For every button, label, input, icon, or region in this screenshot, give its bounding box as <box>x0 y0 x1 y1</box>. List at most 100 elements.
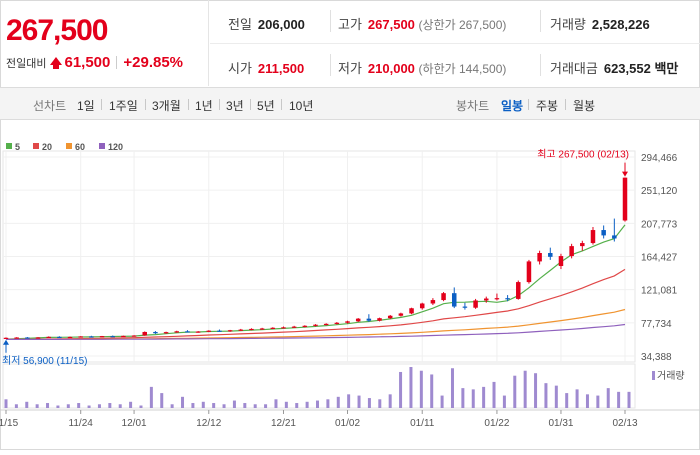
volume-bar <box>35 404 39 408</box>
volume-bar <box>554 385 558 408</box>
volume-bar <box>56 405 60 408</box>
x-tick-label: 01/02 <box>335 418 360 429</box>
x-tick-label: 11/24 <box>69 418 94 429</box>
candle-body <box>516 282 521 299</box>
current-price: 267,500 <box>6 14 108 47</box>
candle-body <box>35 337 41 339</box>
candle-body <box>590 230 596 244</box>
candle-body <box>78 336 83 338</box>
legend-swatch <box>66 143 72 149</box>
volume: 거래량 2,528,226 <box>550 17 650 32</box>
volume-bar <box>191 403 195 408</box>
divider <box>540 54 541 76</box>
candle-body <box>174 331 180 333</box>
candle-body <box>323 323 329 326</box>
volume-bar <box>367 398 371 408</box>
legend-label: 60 <box>75 142 85 152</box>
volume-bar <box>264 404 268 408</box>
candle-monthly[interactable]: 월봉 <box>573 99 596 113</box>
min-arrow-head <box>3 339 9 345</box>
x-tick-label: 01/31 <box>548 418 573 429</box>
period-3m[interactable]: 3개월 <box>152 99 181 113</box>
y-tick-label: 251,120 <box>641 186 678 197</box>
volume-bar <box>378 399 382 408</box>
x-tick-label: 11/15 <box>0 418 19 429</box>
period-1w[interactable]: 1주일 <box>109 99 138 113</box>
volume-bar <box>409 367 413 408</box>
max-price-label: 최고 267,500 (02/13) <box>537 149 629 161</box>
volume-bar <box>316 400 319 408</box>
volume-bar <box>471 389 475 408</box>
volume-bar <box>181 396 185 408</box>
volume-bar <box>575 389 579 408</box>
divider <box>281 99 282 110</box>
period-1y[interactable]: 1년 <box>195 99 213 113</box>
stats-row-2: 시가 211,500 저가 210,000 (하한가 144,500) 거래대금 62… <box>210 43 700 86</box>
candle-daily[interactable]: 일봉 <box>501 99 524 113</box>
candle-body <box>153 331 158 334</box>
volume-bar <box>357 395 361 408</box>
candle-body <box>185 331 190 333</box>
candle-body <box>334 322 340 324</box>
candle-body <box>99 336 105 338</box>
up-arrow-icon <box>50 56 63 69</box>
volume-bar <box>160 393 164 408</box>
candle-body <box>462 306 468 308</box>
volume-bar <box>149 386 153 408</box>
volume-legend-swatch <box>652 371 655 380</box>
volume-bar <box>129 401 133 408</box>
max-arrow-head <box>622 171 628 177</box>
open-price: 시가 211,500 <box>228 61 305 76</box>
candle-body <box>14 337 19 339</box>
volume-bar <box>388 394 392 408</box>
candle-body <box>89 336 94 338</box>
candle-weekly[interactable]: 주봉 <box>536 99 559 113</box>
volume-bar <box>4 399 8 408</box>
volume-bar <box>513 375 517 408</box>
price-summary: 267,500 전일대비 61,500 +29.85% <box>0 0 209 86</box>
volume-bar <box>170 404 174 408</box>
candle-body <box>281 327 286 329</box>
candle-body <box>430 300 436 304</box>
volume-bar <box>46 403 50 408</box>
divider <box>116 56 118 69</box>
candle-body <box>291 326 297 328</box>
x-tick-label: 12/12 <box>196 418 221 429</box>
change-row: 전일대비 61,500 +29.85% <box>6 54 183 71</box>
legend-label: 5 <box>15 142 20 152</box>
divider <box>101 99 102 110</box>
candle-body <box>355 318 361 322</box>
candle-body <box>419 303 425 309</box>
prev-close: 전일 206,000 <box>228 17 305 32</box>
volume-bar <box>419 370 423 408</box>
volume-bar <box>284 401 288 408</box>
volume-bar <box>77 403 81 408</box>
candle-body <box>441 293 446 301</box>
candle-body <box>387 315 393 319</box>
volume-bar <box>97 404 101 408</box>
trade-amount: 거래대금 623,552 백만 <box>550 61 679 76</box>
candle-body <box>110 336 115 338</box>
candle-body <box>601 230 606 236</box>
volume-bar <box>502 395 506 408</box>
divider <box>330 10 331 32</box>
divider <box>188 99 189 110</box>
period-10y[interactable]: 10년 <box>289 99 314 113</box>
candle-body <box>206 330 212 332</box>
volume-bar <box>232 400 236 408</box>
candle-body <box>142 331 147 336</box>
candle-body <box>366 318 372 321</box>
period-3y[interactable]: 3년 <box>226 99 244 113</box>
low-price: 저가 210,000 (하한가 144,500) <box>338 61 507 76</box>
volume-bar <box>139 405 143 408</box>
volume-bar <box>118 404 122 408</box>
high-price: 고가 267,500 (상한가 267,500) <box>338 17 507 32</box>
divider <box>250 99 251 110</box>
candle-body <box>302 325 308 327</box>
volume-bar <box>253 404 257 408</box>
ma120-line <box>6 323 626 340</box>
period-5y[interactable]: 5년 <box>257 99 275 113</box>
volume-bar <box>108 403 112 408</box>
period-1d[interactable]: 1일 <box>77 99 95 113</box>
price-stats: 전일 206,000 고가 267,500 (상한가 267,500) 거래량 2,5… <box>210 0 700 86</box>
